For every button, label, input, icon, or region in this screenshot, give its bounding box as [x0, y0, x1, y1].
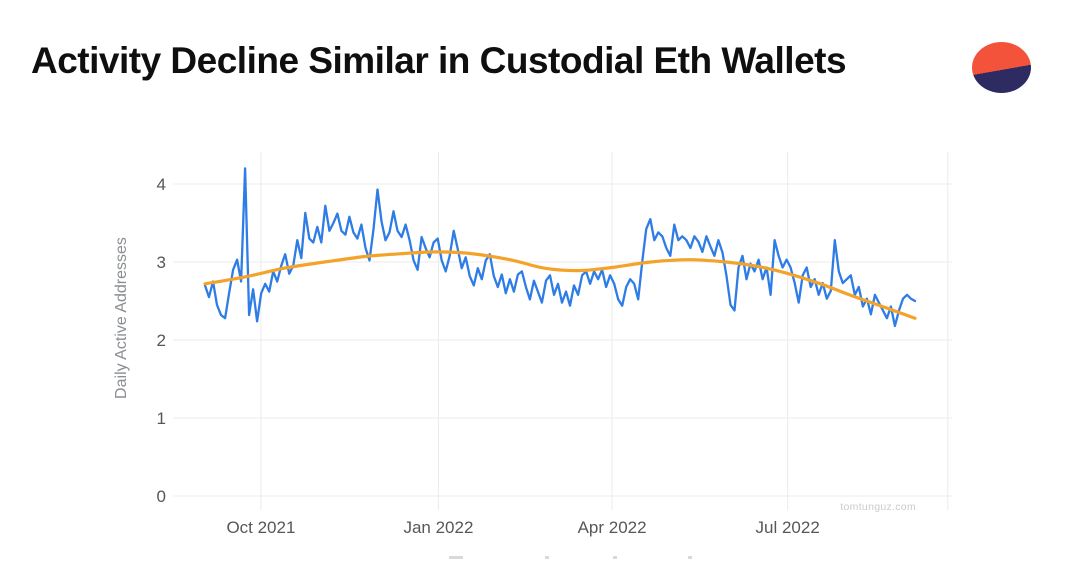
page-title: Activity Decline Similar in Custodial Et… [31, 40, 847, 81]
y-tick-label: 4 [157, 175, 166, 194]
cutoff-text-fragment [688, 556, 692, 559]
x-tick-label: Jul 2022 [756, 518, 820, 537]
watermark: tomtunguz.com [840, 501, 916, 513]
y-tick-label: 1 [157, 409, 166, 428]
x-tick-label: Jan 2022 [403, 518, 473, 537]
daily-series-line [203, 167, 917, 328]
grid-layer [173, 152, 952, 510]
cutoff-text-fragment [545, 556, 549, 559]
cutoff-text-fragment [449, 556, 463, 559]
trend-line [203, 250, 917, 320]
x-tick-label: Apr 2022 [578, 518, 647, 537]
tick-layer: 0 1 2 3 4 Oct 2021 Jan 2022 Apr 2022 Jul 2022 [157, 175, 820, 537]
y-tick-label: 0 [157, 487, 166, 506]
y-axis-title: Daily Active Addresses [113, 237, 130, 399]
y-tick-label: 3 [157, 253, 166, 272]
y-tick-label: 2 [157, 331, 166, 350]
brand-logo-icon [972, 42, 1031, 93]
series-layer [203, 167, 917, 328]
line-chart: 0 1 2 3 4 Oct 2021 Jan 2022 Apr 2022 Jul 2022 Da… [113, 152, 952, 537]
cutoff-text-fragment [613, 556, 617, 559]
x-tick-label: Oct 2021 [226, 518, 295, 537]
